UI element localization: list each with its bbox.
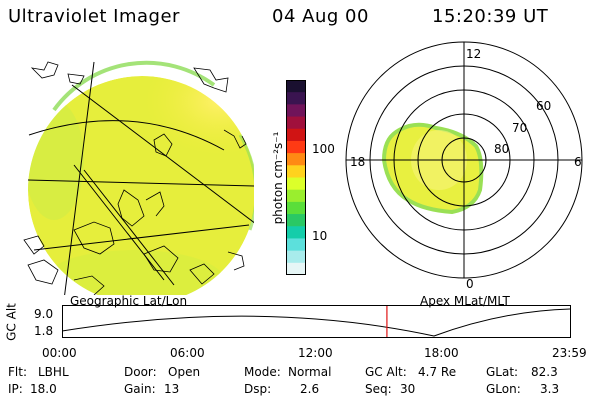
color-scale-bar (286, 80, 306, 276)
colorbar-segment (286, 226, 306, 239)
colorbar-segment (286, 153, 306, 166)
alt-xtick-3: 18:00 (424, 346, 459, 360)
colorbar-segment (286, 201, 306, 215)
colorbar-segment (286, 104, 306, 118)
colorbar-segment (286, 177, 306, 191)
lat-label-70: 70 (512, 121, 527, 135)
alt-ytick-max: 9.0 (34, 307, 54, 321)
lat-label-60: 60 (536, 99, 551, 113)
alt-xtick-1: 06:00 (170, 346, 205, 360)
colorbar-segment (286, 92, 306, 105)
colorbar-segment (286, 189, 306, 203)
colorbar-frame (286, 80, 306, 275)
colorbar-segment (286, 214, 306, 227)
lat-label-80: 80 (494, 142, 509, 156)
altitude-curve (62, 308, 571, 337)
graticule-lines (27, 61, 254, 295)
gain-label: Gain: (124, 382, 156, 396)
flt-value: LBHL (38, 365, 69, 379)
flt-label: Flt: (8, 365, 27, 379)
ip-value: 18.0 (30, 382, 57, 396)
gain-value: 13 (164, 382, 180, 396)
gcalt-value: 4.7 Re (418, 365, 457, 379)
colorbar-segment (286, 116, 306, 130)
colorbar-segment (286, 262, 306, 276)
apex-caption: Apex MLat/MLT (420, 294, 510, 308)
dsp-label: Dsp: (244, 382, 272, 396)
mode-label: Mode: (244, 365, 281, 379)
polar-label-6: 6 (574, 155, 582, 169)
colorbar-segment (286, 140, 306, 154)
alt-plot-ylabel: GC Alt (4, 303, 19, 341)
polar-label-18: 18 (350, 155, 365, 169)
colorbar-segment (286, 250, 306, 264)
app-title: Ultraviolet Imager (8, 6, 180, 27)
seq-label: Seq: (365, 382, 392, 396)
alt-xtick-0: 00:00 (42, 346, 77, 360)
altitude-timeline-plot (62, 305, 571, 338)
colorbar-tick-100: 100 (312, 142, 335, 156)
alt-xtick-2: 12:00 (298, 346, 333, 360)
coastline-outlines (23, 61, 247, 295)
alt-xtick-4: 23:59 (552, 346, 587, 360)
dsp-value: 2.6 (300, 382, 320, 396)
door-label: Door: (124, 365, 157, 379)
seq-value: 30 (400, 382, 416, 396)
date-label: 04 Aug 00 (272, 6, 369, 27)
glat-label: GLat: (486, 365, 519, 379)
door-value: Open (168, 365, 201, 379)
polar-label-0: 0 (466, 277, 474, 290)
glat-value: 82.3 (531, 365, 558, 379)
colorbar-segment (286, 238, 306, 252)
colorbar-segment (286, 165, 306, 178)
time-label: 15:20:39 UT (432, 6, 549, 27)
colorbar-segment (286, 80, 306, 93)
geographic-globe-image (23, 60, 254, 295)
polar-label-12: 12 (466, 47, 481, 61)
alt-ytick-min: 1.8 (34, 324, 54, 338)
colorbar-unit-label: photon cm⁻²s⁻¹ (271, 131, 285, 225)
mode-value: Normal (288, 365, 332, 379)
gcalt-label: GC Alt: (365, 365, 407, 379)
alt-plot-frame (62, 305, 571, 338)
colorbar-segment (286, 128, 306, 142)
colorbar-tick-10: 10 (312, 229, 328, 243)
polar-mlat-mlt-plot: 12 18 6 0 60 70 80 (345, 41, 583, 290)
glon-label: GLon: (486, 382, 521, 396)
ip-label: IP: (8, 382, 23, 396)
glon-value: 3.3 (540, 382, 560, 396)
geographic-caption: Geographic Lat/Lon (70, 294, 188, 308)
